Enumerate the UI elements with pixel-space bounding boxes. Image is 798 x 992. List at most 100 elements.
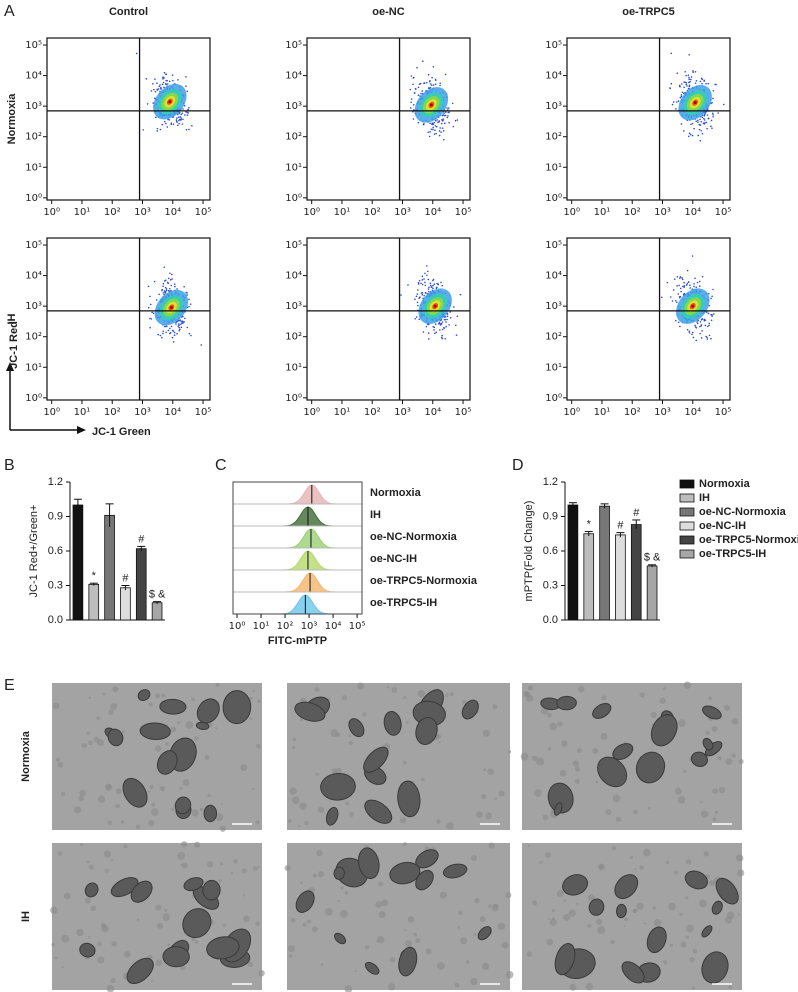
event-dot (186, 90, 189, 93)
event-dot (714, 83, 716, 86)
y-tick-label: 1.2 (543, 476, 558, 488)
texture (639, 865, 645, 871)
series-label: oe-TRPC5-Normoxia (370, 575, 478, 587)
mitochondrion (174, 796, 192, 815)
event-dot (182, 118, 184, 121)
y-tick-label: 0.3 (543, 579, 558, 591)
significance-mark: # (122, 572, 129, 584)
texture (725, 758, 733, 766)
texture (532, 755, 538, 762)
event-dot (420, 292, 423, 294)
event-dot (151, 311, 153, 314)
event-dot (432, 287, 434, 290)
mitochondrion (107, 728, 124, 747)
event-dot (704, 324, 707, 327)
x-tick-label: 10⁰ (43, 407, 60, 418)
event-dot (415, 316, 418, 318)
texture (388, 983, 396, 991)
x-tick-label: 10³ (654, 207, 671, 218)
event-dot (160, 86, 162, 89)
event-dot (691, 134, 694, 137)
texture (708, 879, 715, 887)
texture (587, 894, 595, 902)
mitochondrion (84, 882, 99, 898)
texture (300, 881, 303, 884)
event-dot (425, 81, 428, 84)
texture (215, 813, 224, 822)
texture (520, 752, 529, 761)
texture (165, 741, 170, 746)
mitochondrion (357, 847, 380, 880)
mitochondrion (621, 961, 645, 984)
event-dot (414, 87, 417, 90)
mitochondrion (122, 777, 148, 808)
event-dot (430, 128, 433, 131)
texture (222, 923, 226, 928)
event-dot (691, 122, 694, 125)
texture (539, 860, 543, 864)
texture (136, 918, 140, 921)
event-dot (159, 84, 161, 86)
texture (104, 868, 109, 873)
event-dot (688, 84, 691, 87)
event-dot (145, 78, 148, 80)
plot-frame (566, 37, 731, 201)
texture (88, 864, 94, 870)
texture (546, 712, 552, 718)
event-dot (426, 270, 429, 273)
event-dot (181, 320, 184, 322)
event-dot (693, 127, 695, 130)
scatter-cloud (147, 266, 203, 346)
mitochondrion (364, 961, 380, 975)
texture (311, 926, 318, 933)
texture (574, 766, 581, 772)
plot-frame (306, 37, 471, 201)
y-tick-label: 10³ (25, 101, 42, 112)
event-dot (703, 117, 705, 120)
event-dot (441, 284, 444, 287)
event-dot (428, 135, 431, 138)
x-tick-label: 10² (624, 407, 641, 418)
y-tick-label: 10³ (285, 101, 302, 112)
event-dot (178, 122, 180, 125)
texture (252, 865, 258, 871)
arrow-head (77, 426, 86, 434)
event-dot (699, 325, 701, 328)
texture (191, 809, 199, 817)
event-dot (153, 280, 156, 283)
texture (576, 748, 583, 754)
event-dot (440, 281, 442, 284)
event-dot (701, 330, 703, 332)
event-dot (456, 119, 459, 121)
x-tick-label: 10² (624, 207, 641, 218)
event-dot (162, 332, 164, 335)
texture (450, 692, 454, 697)
event-dot (177, 323, 180, 325)
event-dot (170, 325, 173, 328)
event-dot (183, 285, 185, 288)
event-dot (439, 329, 441, 331)
event-dot (444, 111, 447, 114)
event-dot (438, 130, 441, 132)
texture (349, 811, 355, 817)
x-tick-label: 10⁰ (563, 407, 580, 418)
event-dot (445, 325, 447, 328)
y-tick-label: 10⁰ (25, 393, 42, 404)
texture (474, 897, 480, 904)
texture (556, 890, 564, 897)
bar (630, 524, 642, 621)
x-tick-label: 10⁰ (563, 207, 580, 218)
texture (61, 791, 66, 797)
mitochondrion (547, 782, 574, 814)
y-tick-label: 10¹ (545, 362, 562, 373)
mitochondrion (348, 718, 365, 738)
y-axis-label: mPTP(Fold Change) (523, 501, 535, 602)
texture (407, 916, 415, 923)
texture (256, 744, 261, 749)
event-dot (188, 332, 191, 335)
texture (663, 960, 668, 965)
texture (199, 807, 204, 812)
event-dot (698, 123, 701, 126)
texture (536, 757, 545, 766)
